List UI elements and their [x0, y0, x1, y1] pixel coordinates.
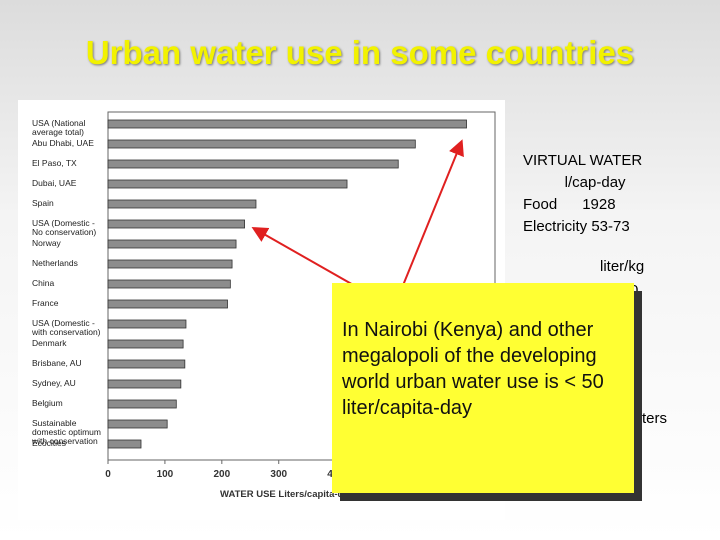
y-tick-label: Denmark — [32, 338, 67, 348]
bar — [107, 339, 184, 349]
y-tick-label: France — [32, 298, 59, 308]
right-text-line: 0 — [630, 282, 639, 299]
x-tick-label: 300 — [270, 469, 287, 480]
bar — [107, 199, 257, 209]
bar — [107, 179, 348, 189]
slide-title: Urban water use in some countries — [85, 34, 635, 71]
bar — [107, 419, 168, 429]
y-tick-label: Sustainable domestic optimum with conser… — [32, 418, 101, 446]
x-tick-label: 0 — [105, 469, 111, 480]
y-tick-label: Sydney, AU — [32, 378, 76, 388]
y-tick-label: Ecocities — [32, 438, 67, 448]
y-tick-label: Norway — [32, 238, 61, 248]
right-text-line: liter/kg — [600, 258, 645, 275]
y-tick-label: Spain — [32, 198, 54, 208]
bar — [107, 259, 233, 269]
x-tick-label: 200 — [213, 469, 230, 480]
x-tick-label: 100 — [157, 469, 174, 480]
right-text-line: 0 — [630, 326, 639, 343]
y-tick-label: USA (National average total) — [32, 118, 86, 137]
right-text-line: 0 — [630, 304, 639, 321]
y-tick-label: Belgium — [32, 398, 63, 408]
bar — [107, 399, 177, 409]
bar — [107, 379, 182, 389]
bar — [107, 119, 467, 129]
right-text-line: Food 1928 — [523, 196, 616, 213]
y-tick-label: Dubai, UAE — [32, 178, 77, 188]
right-text-line: ters — [642, 410, 668, 427]
bar — [107, 279, 231, 289]
x-axis-label: WATER USE Liters/capita-day — [220, 489, 355, 500]
y-tick-label: China — [32, 278, 55, 288]
bar — [107, 219, 245, 229]
y-tick-label: Netherlands — [32, 258, 78, 268]
bar — [107, 299, 228, 309]
y-tick-label: Abu Dhabi, UAE — [32, 138, 94, 148]
bar — [107, 239, 237, 249]
bar — [107, 139, 416, 149]
right-text-line: VIRTUAL WATER — [523, 152, 643, 169]
y-tick-label: USA (Domestic - No conservation) — [32, 218, 97, 237]
bar — [107, 439, 142, 449]
bar — [107, 319, 187, 329]
bar — [107, 359, 186, 369]
callout: In Nairobi (Kenya) and other megalopoli … — [332, 283, 634, 493]
y-tick-label: Brisbane, AU — [32, 358, 82, 368]
y-tick-label: El Paso, TX — [32, 158, 77, 168]
right-text-line: Electricity 53-73 — [523, 218, 630, 235]
arrow — [394, 139, 464, 306]
bar — [107, 159, 399, 169]
y-tick-label: USA (Domestic - with conservation) — [32, 318, 101, 337]
callout-text: In Nairobi (Kenya) and other megalopoli … — [342, 319, 604, 419]
right-text-line: l/cap-day — [523, 174, 626, 191]
